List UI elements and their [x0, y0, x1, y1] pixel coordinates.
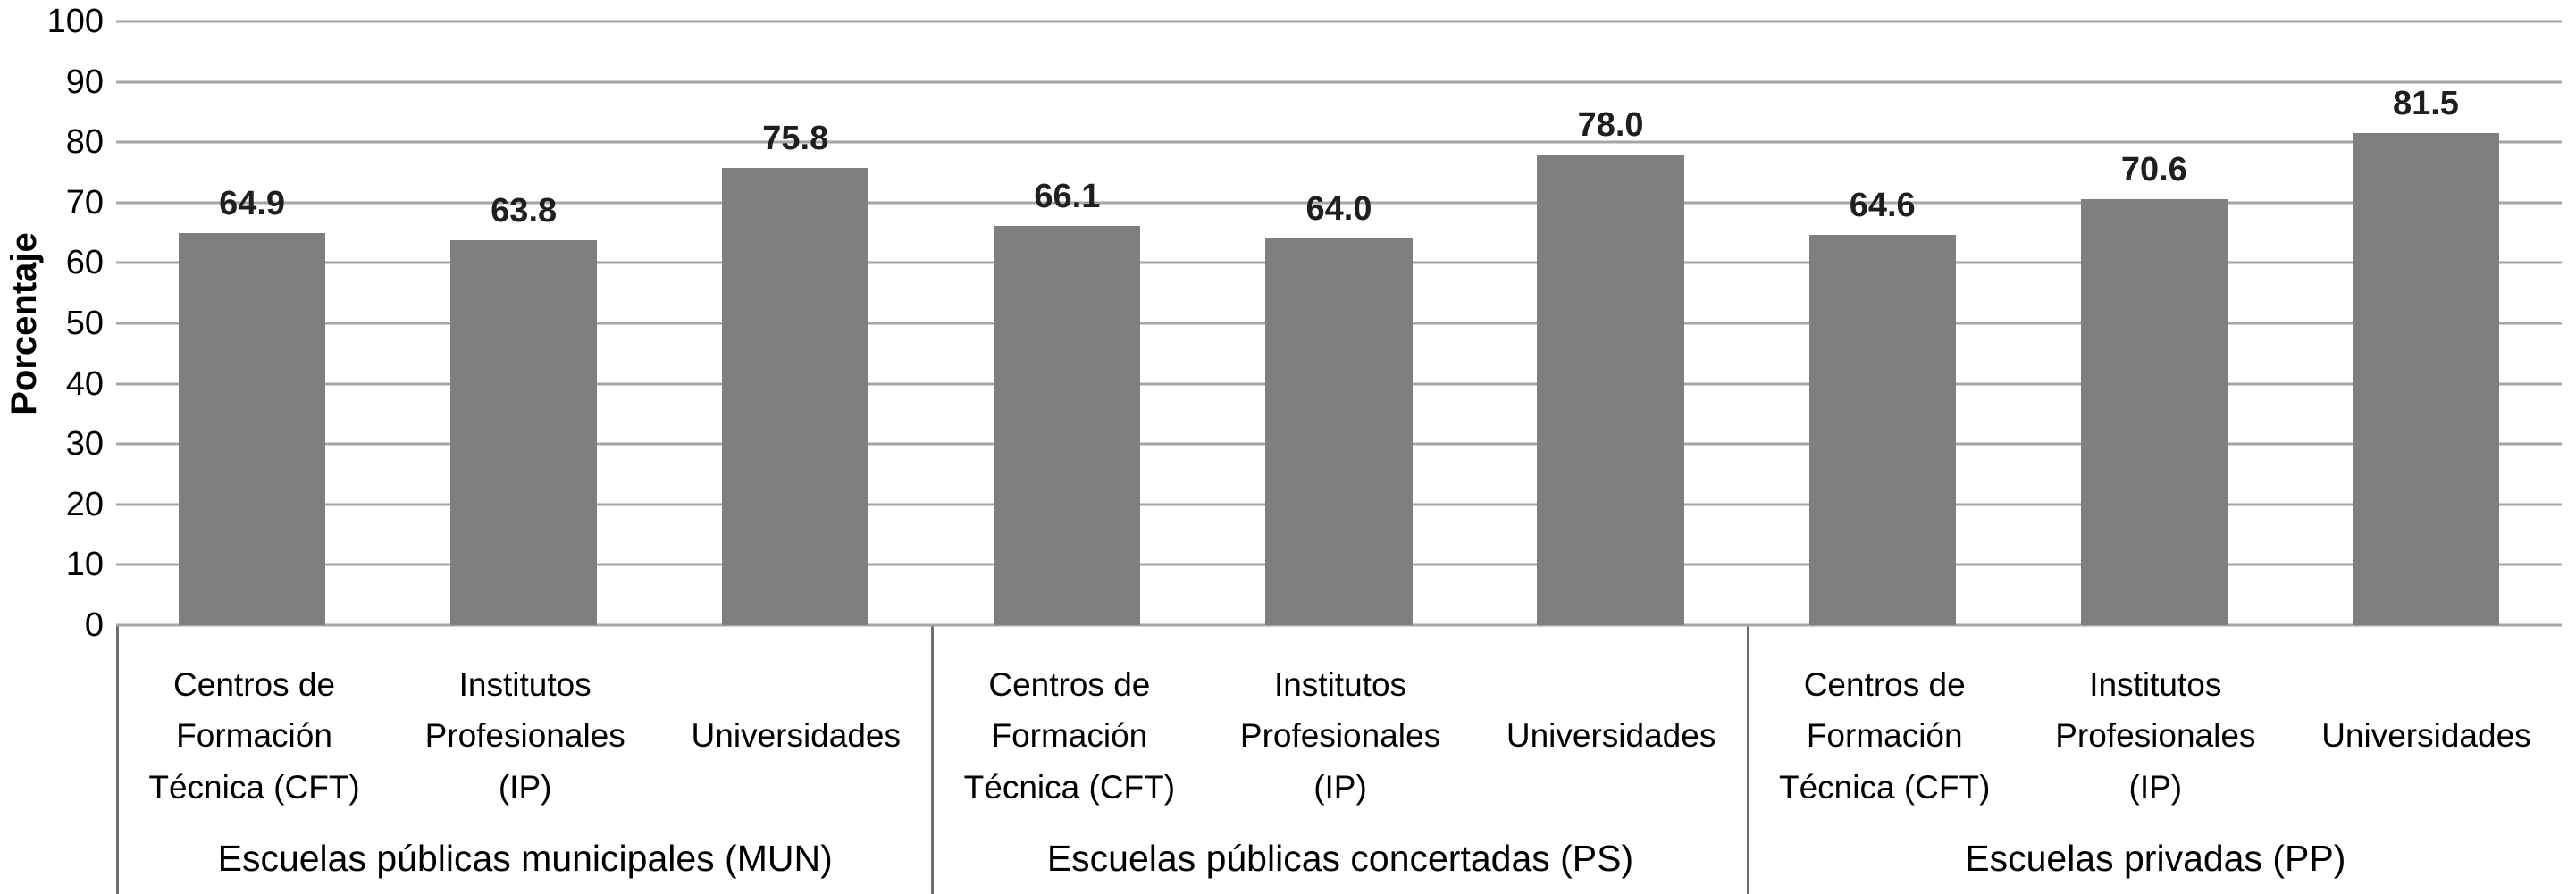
bar: 63.8	[450, 194, 598, 625]
y-tick-label: 0	[84, 606, 104, 644]
category-label-line: Técnica (CFT)	[963, 768, 1176, 806]
category-label: Centros de Formación Técnica (CFT)	[1749, 634, 2020, 838]
bar: 64.9	[178, 187, 326, 625]
category-label-line: Universidades	[691, 717, 901, 755]
category-label-line: Formación	[991, 717, 1148, 755]
bar-groups: 64.9 63.8 75.8 66.1 64.0 78.0 64.6 70.6 81.5	[116, 21, 2562, 625]
gridline	[116, 201, 2562, 205]
category-label-line: Técnica (CFT)	[148, 768, 360, 806]
bar-value-label: 66.1	[1034, 178, 1101, 216]
category-label-row: Centros de Formación Técnica (CFT) Institut…	[119, 625, 931, 838]
x-axis-area: Centros de Formación Técnica (CFT) Institut…	[116, 625, 2562, 894]
category-label-line: Formación	[176, 717, 332, 755]
y-tick-label: 80	[65, 123, 104, 162]
bar-slot: 66.1	[931, 21, 1203, 625]
category-label: Universidades	[2291, 634, 2562, 838]
category-label-row: Centros de Formación Técnica (CFT) Institut…	[1749, 625, 2562, 838]
bar-slot: 64.0	[1203, 21, 1474, 625]
gridline	[116, 623, 2562, 627]
category-label-line: Centros de	[988, 665, 1151, 703]
category-label-line: Institutos	[1273, 665, 1407, 703]
category-label-line: (IP)	[2128, 768, 2183, 806]
bar: 64.6	[1808, 188, 1956, 625]
category-label-line: Centros de	[173, 665, 336, 703]
category-label-line: (IP)	[498, 768, 552, 806]
bar: 75.8	[722, 121, 869, 625]
y-tick-label: 70	[65, 183, 104, 221]
category-label: Universidades	[660, 634, 931, 838]
bar: 66.1	[994, 180, 1141, 625]
category-label-line: Institutos	[2089, 665, 2222, 703]
plot-area: 64.9 63.8 75.8 66.1 64.0 78.0 64.6 70.6 81.5	[116, 20, 2562, 627]
bar: 64.0	[1265, 192, 1413, 625]
category-group: Centros de Formación Técnica (CFT) Institut…	[116, 625, 931, 894]
category-group: Centros de Formación Técnica (CFT) Institut…	[1746, 625, 2562, 894]
category-label-line: Universidades	[2321, 717, 2531, 755]
bar-group: 66.1 64.0 78.0	[931, 21, 1746, 625]
category-label-line: Institutos	[458, 665, 592, 703]
category-label: Institutos Profesionales (IP)	[2020, 634, 2291, 838]
category-label: Institutos Profesionales (IP)	[1204, 634, 1475, 838]
y-tick-label: 60	[65, 244, 104, 282]
bar-value-label: 64.6	[1849, 187, 1916, 225]
y-tick-label: 40	[65, 364, 104, 403]
category-label-line: Profesionales	[2055, 717, 2256, 755]
category-label: Centros de Formación Técnica (CFT)	[934, 634, 1204, 838]
bar: 70.6	[2080, 153, 2228, 625]
bar-slot: 75.8	[659, 21, 931, 625]
gridline	[116, 20, 2562, 23]
y-tick-label: 10	[65, 546, 104, 584]
bar-slot: 64.6	[1747, 21, 2018, 625]
category-group: Centros de Formación Técnica (CFT) Institut…	[931, 625, 1746, 894]
bar-value-label: 75.8	[762, 119, 829, 157]
bar: 81.5	[2352, 87, 2500, 625]
group-label: Escuelas públicas municipales (MUN)	[217, 838, 833, 879]
bar-slot: 70.6	[2018, 21, 2290, 625]
y-tick-label: 50	[65, 305, 104, 342]
bar-slot: 78.0	[1475, 21, 1747, 625]
bar-value-label: 64.0	[1305, 190, 1372, 229]
category-label-line: Profesionales	[1239, 717, 1441, 755]
bar-value-label: 64.9	[219, 185, 286, 223]
y-tick-label: 100	[46, 3, 104, 40]
category-label: Institutos Profesionales (IP)	[390, 634, 660, 838]
y-tick-label: 90	[65, 63, 104, 101]
group-label: Escuelas públicas concertadas (PS)	[1046, 838, 1634, 879]
category-label: Universidades	[1476, 634, 1747, 838]
bar-slot: 81.5	[2290, 21, 2562, 625]
category-label-line: Formación	[1806, 717, 1963, 755]
y-tick-label: 30	[65, 425, 104, 464]
y-axis-ticks: 0 10 20 30 40 50 60 70 80 90 100	[47, 4, 116, 642]
gridline	[116, 140, 2562, 144]
category-label-line: Universidades	[1506, 717, 1716, 755]
bar-group: 64.6 70.6 81.5	[1747, 21, 2562, 625]
category-label-line: Técnica (CFT)	[1779, 768, 1991, 806]
y-axis-title-wrap: Porcentaje	[0, 21, 48, 625]
y-tick-label: 20	[65, 485, 104, 523]
category-label-row: Centros de Formación Técnica (CFT) Institut…	[934, 625, 1746, 838]
group-label: Escuelas privadas (PP)	[1965, 838, 2346, 879]
bar: 78.0	[1537, 108, 1684, 625]
bar-group: 64.9 63.8 75.8	[116, 21, 931, 625]
gridline	[116, 80, 2562, 84]
bar-value-label: 78.0	[1577, 105, 1644, 144]
bar-value-label: 81.5	[2392, 85, 2459, 123]
category-label: Centros de Formación Técnica (CFT)	[119, 634, 390, 838]
bar-value-label: 63.8	[491, 191, 558, 230]
y-axis-title: Porcentaje	[4, 231, 44, 415]
category-label-line: Profesionales	[424, 717, 625, 755]
bar-slot: 63.8	[388, 21, 659, 625]
bar-slot: 64.9	[116, 21, 388, 625]
category-label-line: (IP)	[1313, 768, 1367, 806]
category-label-line: Centros de	[1803, 665, 1966, 703]
bar-value-label: 70.6	[2120, 150, 2187, 188]
